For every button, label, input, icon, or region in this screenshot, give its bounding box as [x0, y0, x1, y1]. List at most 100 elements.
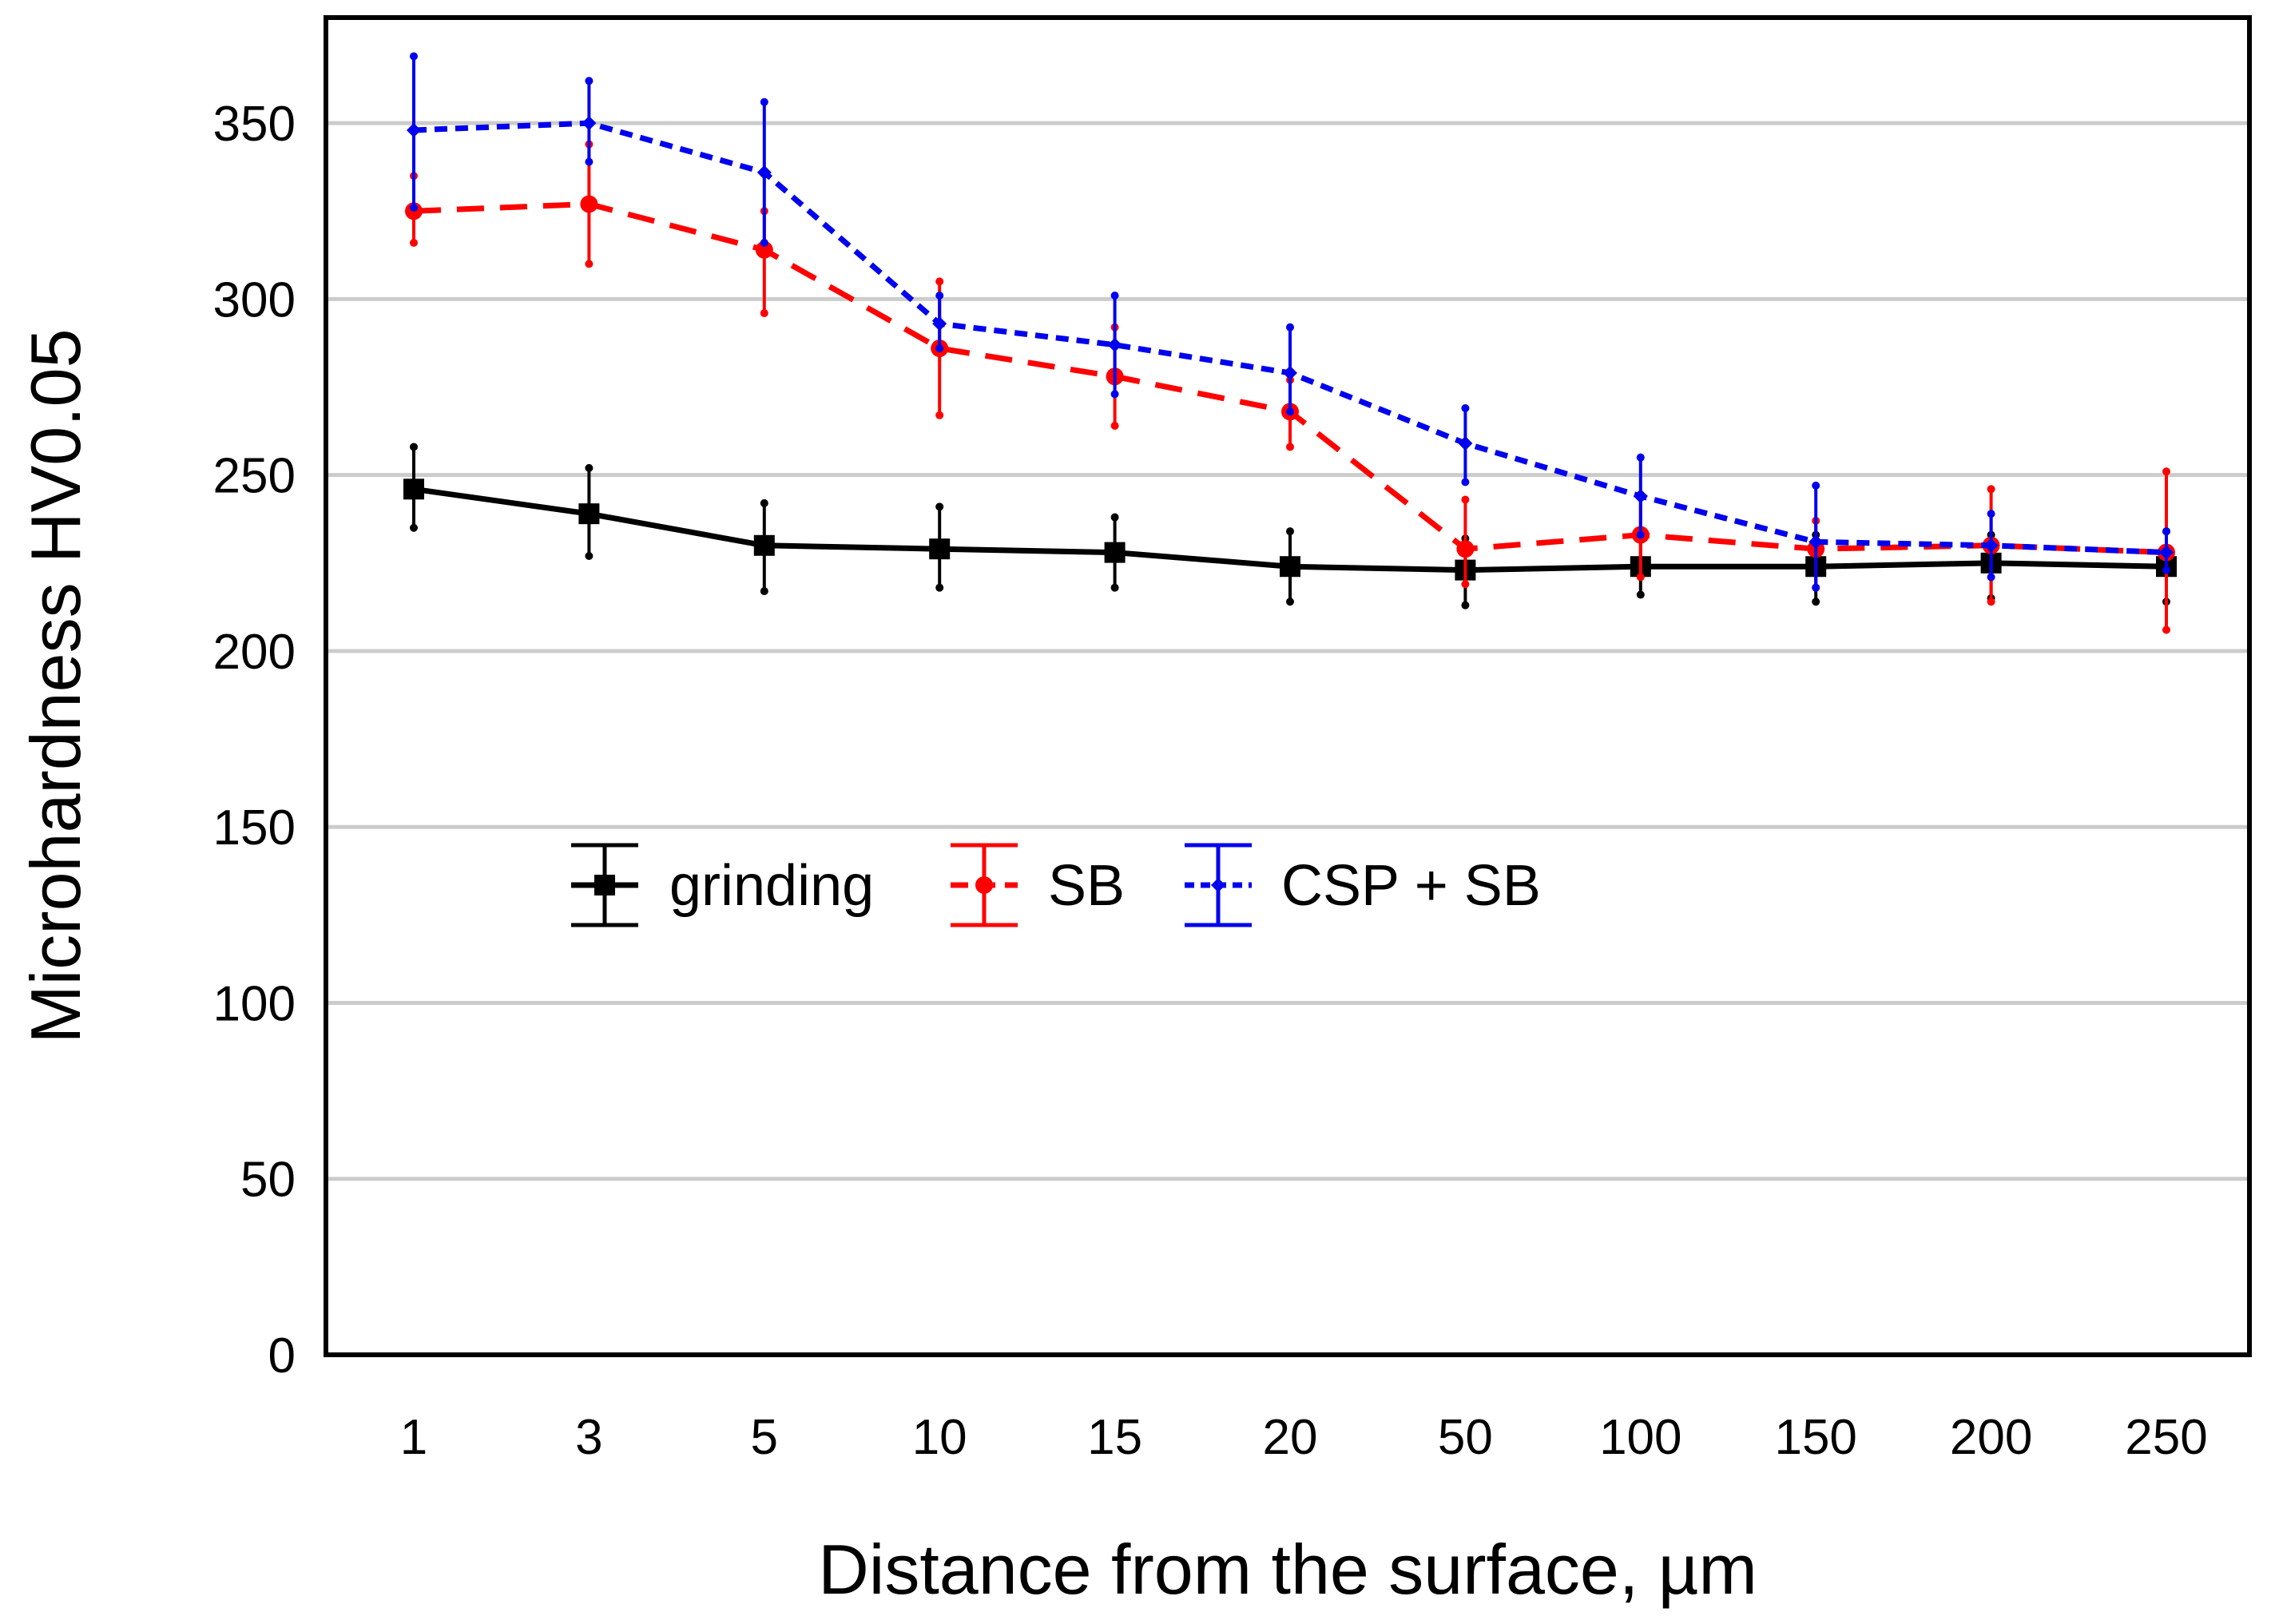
error-cap-low-sb-10 — [935, 411, 944, 419]
error-cap-high-csp-sb-3 — [585, 77, 594, 85]
error-cap-low-grinding-3 — [585, 552, 594, 561]
data-point-csp-sb-100 — [1633, 489, 1648, 504]
data-point-csp-sb-50 — [1458, 436, 1473, 451]
error-cap-high-grinding-20 — [1286, 527, 1294, 536]
legend-item-sb: SB — [951, 843, 1125, 927]
data-point-grinding-10 — [929, 538, 951, 560]
error-cap-high-grinding-5 — [760, 498, 768, 507]
error-cap-low-csp-sb-50 — [1461, 478, 1470, 486]
error-cap-high-csp-sb-250 — [2162, 527, 2170, 536]
x-tick-label-250: 250 — [2125, 1410, 2207, 1465]
data-point-grinding-20 — [1280, 556, 1300, 578]
error-cap-high-csp-sb-5 — [760, 97, 768, 106]
legend: grinding SB CSP + SB — [571, 843, 1541, 927]
error-cap-low-csp-sb-1 — [410, 203, 418, 212]
error-cap-low-grinding-5 — [760, 587, 768, 596]
error-cap-high-csp-sb-200 — [1987, 510, 1995, 518]
data-point-grinding-1 — [403, 478, 424, 500]
error-cap-low-grinding-150 — [1812, 598, 1820, 606]
data-point-csp-sb-250 — [2159, 545, 2174, 560]
error-cap-high-csp-sb-150 — [1812, 481, 1820, 490]
error-cap-high-sb-200 — [1987, 485, 1995, 494]
legend-label-sb: SB — [1048, 854, 1125, 918]
data-point-csp-sb-10 — [932, 316, 947, 332]
error-cap-high-csp-sb-1 — [410, 52, 418, 61]
error-cap-low-grinding-1 — [410, 523, 418, 532]
error-cap-high-csp-sb-15 — [1110, 292, 1119, 300]
x-tick-label-200: 200 — [1950, 1410, 2032, 1465]
data-point-csp-sb-20 — [1283, 365, 1297, 380]
legend-label-csp-sb: CSP + SB — [1281, 854, 1541, 918]
y-tick-label-250: 250 — [213, 449, 296, 504]
error-cap-low-csp-sb-150 — [1812, 583, 1820, 592]
error-cap-low-csp-sb-15 — [1110, 390, 1119, 399]
error-cap-high-sb-10 — [935, 277, 944, 286]
error-cap-high-sb-50 — [1461, 495, 1470, 504]
y-tick-label-350: 350 — [213, 97, 296, 152]
y-tick-label-0: 0 — [268, 1328, 296, 1384]
error-cap-low-sb-200 — [1987, 598, 1995, 606]
data-point-csp-sb-200 — [1983, 538, 1999, 553]
error-cap-low-sb-20 — [1286, 443, 1294, 451]
data-point-grinding-5 — [753, 534, 775, 556]
error-cap-low-sb-15 — [1110, 422, 1119, 431]
x-tick-label-50: 50 — [1438, 1410, 1493, 1465]
error-cap-low-csp-sb-100 — [1636, 530, 1645, 539]
data-point-csp-sb-5 — [756, 165, 772, 180]
grid-lines — [326, 121, 2249, 1181]
error-cap-low-grinding-10 — [935, 583, 944, 592]
y-axis-title: Microhardness HV0.05 — [16, 328, 95, 1043]
error-cap-low-sb-1 — [410, 238, 418, 247]
data-point-csp-sb-150 — [1808, 534, 1824, 550]
y-tick-label-50: 50 — [240, 1153, 296, 1208]
error-cap-high-grinding-15 — [1110, 513, 1119, 522]
error-cap-high-csp-sb-10 — [935, 292, 944, 300]
plot-frame — [324, 15, 2252, 1357]
legend-label-grinding: grinding — [669, 854, 874, 918]
error-cap-low-csp-sb-20 — [1286, 407, 1294, 416]
error-cap-low-csp-sb-200 — [1987, 573, 1995, 582]
error-cap-low-grinding-15 — [1110, 583, 1119, 592]
error-cap-low-csp-sb-250 — [2162, 566, 2170, 574]
y-tick-label-300: 300 — [213, 272, 296, 328]
data-point-csp-sb-1 — [407, 122, 421, 137]
error-cap-high-csp-sb-100 — [1636, 453, 1645, 462]
x-tick-label-10: 10 — [912, 1410, 967, 1465]
data-point-sb-5 — [755, 240, 773, 259]
error-cap-low-csp-sb-3 — [585, 157, 594, 166]
data-point-sb-3 — [580, 195, 598, 213]
error-cap-high-sb-250 — [2162, 467, 2170, 476]
x-tick-label-15: 15 — [1087, 1410, 1142, 1465]
x-tick-label-1: 1 — [400, 1410, 427, 1465]
legend-item-csp-sb: CSP + SB — [1185, 843, 1541, 927]
error-cap-low-sb-250 — [2162, 625, 2170, 634]
error-cap-high-csp-sb-50 — [1461, 403, 1470, 412]
y-tick-label-100: 100 — [213, 976, 296, 1031]
x-axis-title: Distance from the surface, µm — [818, 1530, 1757, 1609]
y-axis-tick-labels: 0 50 100 150 200 250 300 350 — [213, 97, 296, 1384]
x-tick-label-3: 3 — [575, 1410, 602, 1465]
data-point-csp-sb-3 — [582, 116, 597, 131]
y-tick-label-200: 200 — [213, 625, 296, 680]
y-tick-label-150: 150 — [213, 800, 296, 856]
data-point-sb-50 — [1456, 540, 1475, 558]
error-cap-high-grinding-10 — [935, 502, 944, 511]
error-cap-low-csp-sb-10 — [935, 344, 944, 353]
x-tick-label-20: 20 — [1263, 1410, 1318, 1465]
legend-marker-grinding — [594, 875, 615, 895]
legend-marker-sb — [975, 876, 993, 894]
legend-marker-csp-sb — [1211, 878, 1225, 892]
x-tick-label-150: 150 — [1774, 1410, 1856, 1465]
data-point-grinding-15 — [1104, 542, 1126, 563]
error-cap-low-grinding-100 — [1636, 590, 1645, 599]
error-cap-low-sb-50 — [1461, 580, 1470, 589]
error-cap-high-csp-sb-20 — [1286, 323, 1294, 332]
error-cap-low-csp-sb-5 — [760, 238, 768, 247]
error-cap-low-grinding-50 — [1461, 601, 1470, 609]
x-tick-label-5: 5 — [751, 1410, 778, 1465]
data-point-csp-sb-15 — [1107, 337, 1122, 352]
x-tick-label-100: 100 — [1599, 1410, 1681, 1465]
legend-item-grinding: grinding — [571, 843, 874, 927]
